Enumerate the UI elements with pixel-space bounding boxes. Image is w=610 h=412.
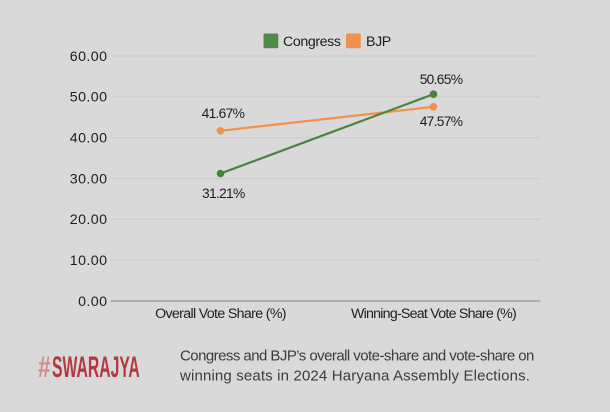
svg-text:41.67%: 41.67% (202, 106, 245, 121)
svg-text:0.00: 0.00 (78, 294, 107, 310)
svg-text:50.65%: 50.65% (420, 72, 463, 87)
svg-text:30.00: 30.00 (70, 171, 108, 187)
svg-text:winning seats in 2024 Haryana: winning seats in 2024 Haryana Assembly E… (179, 368, 530, 385)
svg-text:Winning-Seat Vote Share (%): Winning-Seat Vote Share (%) (351, 306, 516, 322)
svg-text:10.00: 10.00 (70, 253, 108, 269)
svg-text:50.00: 50.00 (70, 90, 108, 106)
svg-text:Congress: Congress (283, 34, 341, 50)
svg-text:#: # (38, 350, 51, 384)
svg-text:60.00: 60.00 (70, 49, 108, 65)
svg-text:47.57%: 47.57% (420, 114, 463, 129)
svg-text:40.00: 40.00 (70, 131, 108, 147)
svg-text:20.00: 20.00 (70, 212, 108, 228)
svg-text:BJP: BJP (366, 34, 391, 50)
svg-text:SWARAJYA: SWARAJYA (52, 351, 140, 385)
svg-text:Overall Vote Share (%): Overall Vote Share (%) (155, 306, 286, 322)
svg-text:Congress and BJP’s overall vot: Congress and BJP’s overall vote-share an… (180, 347, 534, 364)
svg-text:31.21%: 31.21% (202, 186, 245, 201)
